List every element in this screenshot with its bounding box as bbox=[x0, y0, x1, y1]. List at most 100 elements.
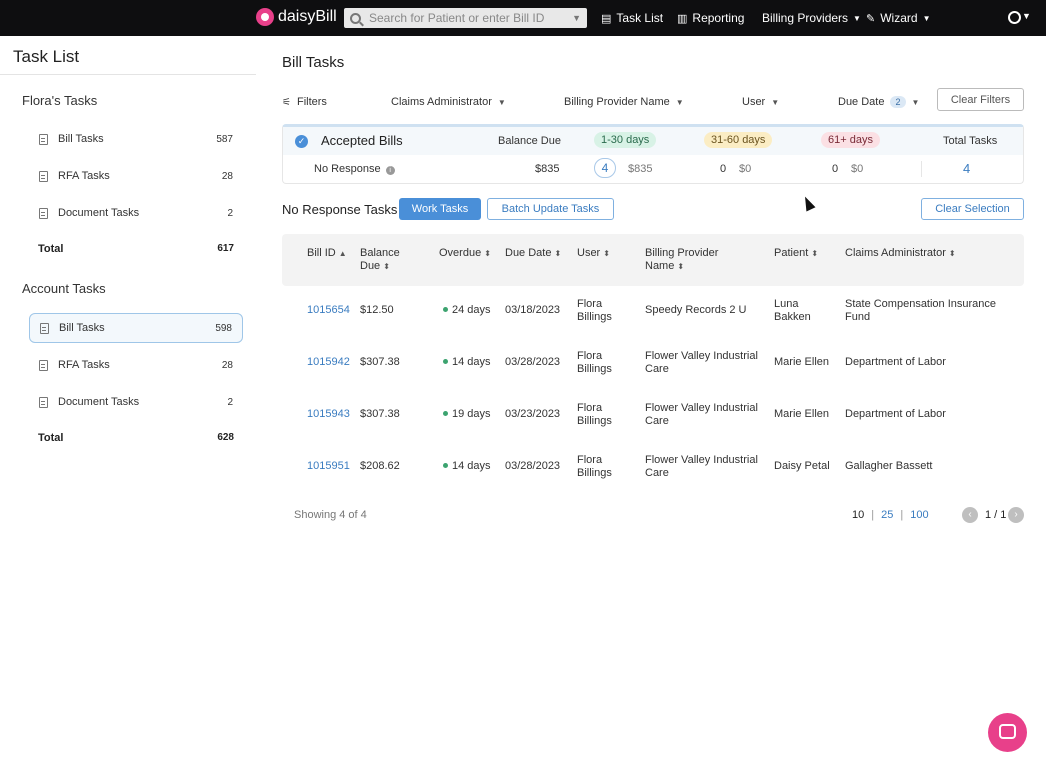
sort-icon: ⬍ bbox=[603, 249, 610, 258]
divider bbox=[921, 161, 922, 177]
prev-page-icon[interactable]: ‹ bbox=[962, 507, 978, 523]
sort-icon: ⬍ bbox=[484, 249, 491, 258]
bill-id-link[interactable]: 1015654 bbox=[307, 304, 350, 316]
patient-cell: Luna Bakken bbox=[774, 298, 811, 324]
chevron-down-icon[interactable]: ▼ bbox=[572, 13, 581, 23]
col-patient[interactable]: Patient ⬍ bbox=[774, 247, 818, 260]
bp-line-2: Care bbox=[645, 415, 669, 427]
batch-update-tasks-button[interactable]: Batch Update Tasks bbox=[487, 198, 614, 220]
bucket-61-plus-pill: 61+ days bbox=[821, 132, 880, 148]
clipboard-icon bbox=[39, 207, 48, 219]
balance-due-header: Balance Due bbox=[498, 135, 561, 147]
page-size-25[interactable]: 25 bbox=[881, 509, 894, 521]
col-claims-administrator[interactable]: Claims Administrator ⬍ bbox=[845, 247, 956, 260]
nav-task-list[interactable]: ▤ Task List bbox=[601, 0, 663, 36]
row-label: No Response bbox=[314, 163, 381, 175]
table-row[interactable]: 1015943 $307.38 19 days 03/23/2023 Flora… bbox=[282, 388, 1024, 440]
table-row[interactable]: 1015654 $12.50 24 days 03/18/2023 Flora B… bbox=[282, 284, 1024, 336]
nav-reporting[interactable]: ▥ Reporting bbox=[677, 0, 744, 36]
user-first: Flora bbox=[577, 454, 603, 466]
chevron-down-icon[interactable]: ▼ bbox=[1022, 11, 1031, 21]
page-size-selector: 10 | 25 | 100 bbox=[852, 509, 929, 521]
summary-row-no-response[interactable]: No Response i $835 4 $835 0 $0 0 $0 4 bbox=[283, 155, 1023, 184]
nav-billing-providers[interactable]: Billing Providers ▼ bbox=[762, 0, 861, 36]
total-label: Total bbox=[38, 243, 64, 255]
next-page-icon[interactable]: › bbox=[1008, 507, 1024, 523]
due-date-cell: 03/18/2023 bbox=[505, 304, 561, 316]
main-content: Bill Tasks ⚟ Filters Claims Administrato… bbox=[256, 36, 1046, 772]
claims-admin-cell: Gallagher Bassett bbox=[845, 460, 933, 472]
showing-count: Showing 4 of 4 bbox=[294, 509, 367, 521]
search-icon bbox=[350, 12, 361, 24]
page-size-10[interactable]: 10 bbox=[852, 509, 865, 521]
col-bill-id[interactable]: Bill ID ▲ bbox=[307, 247, 347, 260]
nav-wizard[interactable]: ✎ Wizard ▼ bbox=[866, 0, 930, 36]
sidebar-item-floras-bill-tasks[interactable]: Bill Tasks 587 bbox=[29, 124, 243, 154]
bill-id-link[interactable]: 1015942 bbox=[307, 356, 350, 368]
status-dot-icon bbox=[443, 307, 448, 312]
filter-bar: ⚟ Filters Claims Administrator ▼ Billing… bbox=[282, 88, 1024, 114]
chat-launcher-icon[interactable] bbox=[988, 713, 1027, 752]
clear-selection-button[interactable]: Clear Selection bbox=[921, 198, 1024, 220]
sidebar-item-account-rfa-tasks[interactable]: RFA Tasks 28 bbox=[29, 350, 243, 380]
filter-billing-provider[interactable]: Billing Provider Name ▼ bbox=[564, 96, 684, 108]
sidebar-item-floras-document-tasks[interactable]: Document Tasks 2 bbox=[29, 198, 243, 228]
table-row[interactable]: 1015942 $307.38 14 days 03/28/2023 Flora… bbox=[282, 336, 1024, 388]
search-input[interactable]: Search for Patient or enter Bill ID ▼ bbox=[344, 8, 587, 28]
sidebar-item-floras-rfa-tasks[interactable]: RFA Tasks 28 bbox=[29, 161, 243, 191]
daisybill-logo[interactable]: daisyBill bbox=[256, 8, 337, 26]
table-header: Bill ID ▲ Balance Due ⬍ Overdue ⬍ Due Dat… bbox=[282, 234, 1024, 286]
info-icon[interactable]: i bbox=[385, 166, 395, 175]
balance-cell: $307.38 bbox=[360, 356, 400, 368]
col-user[interactable]: User ⬍ bbox=[577, 247, 610, 260]
due-date-cell: 03/28/2023 bbox=[505, 356, 561, 368]
overdue-value: 14 days bbox=[452, 356, 491, 368]
user-first: Flora bbox=[577, 350, 603, 362]
work-tasks-button[interactable]: Work Tasks bbox=[399, 198, 481, 220]
user-account-icon[interactable] bbox=[1008, 11, 1021, 24]
clear-filters-button[interactable]: Clear Filters bbox=[937, 88, 1024, 111]
filter-due-date[interactable]: Due Date 2 ▼ bbox=[838, 96, 919, 108]
total-count: 617 bbox=[217, 243, 234, 254]
clipboard-icon bbox=[39, 359, 48, 371]
page-size-100[interactable]: 100 bbox=[910, 509, 929, 521]
sidebar-item-account-bill-tasks[interactable]: Bill Tasks 598 bbox=[29, 313, 243, 343]
ca-line-1: State Compensation Insurance bbox=[845, 298, 997, 310]
patient-first: Luna bbox=[774, 298, 799, 310]
col-billing-provider[interactable]: Billing Provider Name ⬍ bbox=[645, 247, 718, 273]
sliders-icon: ⚟ bbox=[282, 96, 291, 108]
total-count: 628 bbox=[217, 432, 234, 443]
status-dot-icon bbox=[443, 463, 448, 468]
overdue-cell: 14 days bbox=[443, 356, 491, 369]
col-due-date[interactable]: Due Date ⬍ bbox=[505, 247, 561, 260]
col-balance-due[interactable]: Balance Due ⬍ bbox=[360, 247, 400, 273]
bill-id-link[interactable]: 1015951 bbox=[307, 460, 350, 472]
sidebar-title: Task List bbox=[13, 47, 80, 66]
sidebar-item-count: 28 bbox=[221, 170, 233, 182]
summary-title: Accepted Bills bbox=[321, 133, 403, 148]
filter-label: Billing Provider Name bbox=[564, 96, 670, 108]
bucket-1-count[interactable]: 4 bbox=[594, 158, 616, 178]
divider: | bbox=[871, 509, 875, 521]
col-overdue[interactable]: Overdue ⬍ bbox=[439, 247, 491, 260]
table-row[interactable]: 1015951 $208.62 14 days 03/28/2023 Flora… bbox=[282, 440, 1024, 492]
sort-icon: ⬍ bbox=[677, 262, 685, 271]
bucket-3-count: 0 bbox=[832, 163, 839, 175]
col-label: Due bbox=[360, 260, 381, 272]
filters-toggle[interactable]: ⚟ Filters bbox=[282, 96, 327, 108]
filter-user[interactable]: User ▼ bbox=[742, 96, 779, 108]
filter-label: Claims Administrator bbox=[391, 96, 492, 108]
bill-id-link[interactable]: 1015943 bbox=[307, 408, 350, 420]
sidebar-item-account-document-tasks[interactable]: Document Tasks 2 bbox=[29, 387, 243, 417]
filter-claims-administrator[interactable]: Claims Administrator ▼ bbox=[391, 96, 506, 108]
nav-task-list-label: Task List bbox=[616, 11, 664, 25]
col-label: Billing Provider bbox=[645, 247, 719, 259]
bar-chart-icon: ▥ bbox=[677, 12, 688, 25]
account-tasks-heading: Account Tasks bbox=[22, 281, 106, 296]
user-last: Billings bbox=[577, 467, 612, 479]
user-first: Flora bbox=[577, 298, 603, 310]
sort-asc-icon: ▲ bbox=[338, 249, 347, 258]
total-tasks-link[interactable]: 4 bbox=[963, 161, 971, 176]
bp-line-1: Speedy Records 2 U bbox=[645, 304, 747, 316]
balance-cell: $208.62 bbox=[360, 460, 400, 472]
